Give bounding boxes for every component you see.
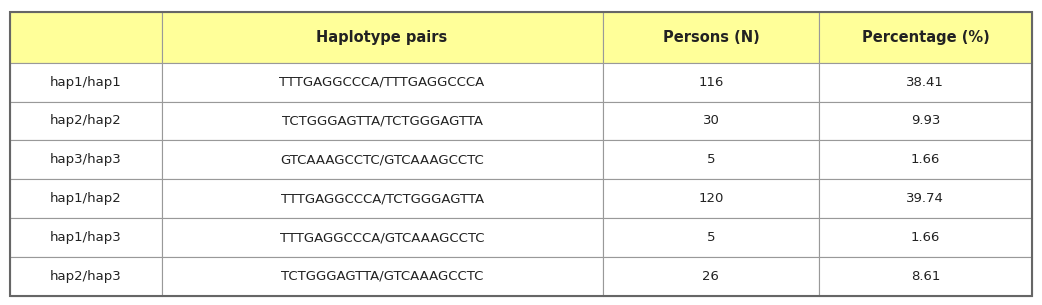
Bar — [819, 102, 1032, 140]
Bar — [10, 140, 162, 179]
Text: Haplotype pairs: Haplotype pairs — [317, 30, 448, 45]
Bar — [602, 102, 819, 140]
Text: GTCAAAGCCTC/GTCAAAGCCTC: GTCAAAGCCTC/GTCAAAGCCTC — [280, 153, 483, 166]
Text: 116: 116 — [698, 76, 723, 89]
Text: 1.66: 1.66 — [911, 231, 940, 244]
Bar — [162, 218, 602, 257]
Bar — [162, 140, 602, 179]
Bar — [162, 63, 602, 102]
Bar — [602, 179, 819, 218]
Bar — [162, 102, 602, 140]
Text: 9.93: 9.93 — [911, 114, 940, 127]
Bar — [819, 12, 1032, 63]
Text: 5: 5 — [706, 153, 715, 166]
Bar — [162, 179, 602, 218]
Bar — [819, 218, 1032, 257]
Bar — [10, 12, 162, 63]
Bar — [10, 63, 162, 102]
Text: hap3/hap3: hap3/hap3 — [50, 153, 122, 166]
Text: TCTGGGAGTTA/GTCAAAGCCTC: TCTGGGAGTTA/GTCAAAGCCTC — [281, 270, 483, 283]
Text: TTTGAGGCCCA/TTTGAGGCCCA: TTTGAGGCCCA/TTTGAGGCCCA — [279, 76, 485, 89]
Text: 8.61: 8.61 — [911, 270, 940, 283]
Bar — [819, 257, 1032, 296]
Bar — [602, 63, 819, 102]
Text: hap1/hap1: hap1/hap1 — [50, 76, 122, 89]
Bar — [10, 257, 162, 296]
Bar — [602, 218, 819, 257]
Bar — [819, 140, 1032, 179]
Bar — [819, 63, 1032, 102]
Bar — [602, 140, 819, 179]
Bar — [819, 179, 1032, 218]
Text: 120: 120 — [698, 192, 723, 205]
Text: TCTGGGAGTTA/TCTGGGAGTTA: TCTGGGAGTTA/TCTGGGAGTTA — [281, 114, 482, 127]
Text: 38.41: 38.41 — [907, 76, 944, 89]
Bar — [602, 12, 819, 63]
Text: hap2/hap2: hap2/hap2 — [50, 114, 122, 127]
Text: 30: 30 — [702, 114, 719, 127]
Text: Percentage (%): Percentage (%) — [862, 30, 989, 45]
Bar — [10, 179, 162, 218]
Bar — [10, 102, 162, 140]
Text: 26: 26 — [702, 270, 719, 283]
Text: 5: 5 — [706, 231, 715, 244]
Bar — [10, 218, 162, 257]
Text: TTTGAGGCCCA/GTCAAAGCCTC: TTTGAGGCCCA/GTCAAAGCCTC — [280, 231, 485, 244]
Text: Persons (N): Persons (N) — [663, 30, 760, 45]
Text: TTTGAGGCCCA/TCTGGGAGTTA: TTTGAGGCCCA/TCTGGGAGTTA — [280, 192, 483, 205]
Text: 39.74: 39.74 — [907, 192, 944, 205]
Bar — [162, 257, 602, 296]
Text: hap1/hap2: hap1/hap2 — [50, 192, 122, 205]
Bar — [162, 12, 602, 63]
Text: 1.66: 1.66 — [911, 153, 940, 166]
Bar — [602, 257, 819, 296]
Text: hap1/hap3: hap1/hap3 — [50, 231, 122, 244]
Text: hap2/hap3: hap2/hap3 — [50, 270, 122, 283]
